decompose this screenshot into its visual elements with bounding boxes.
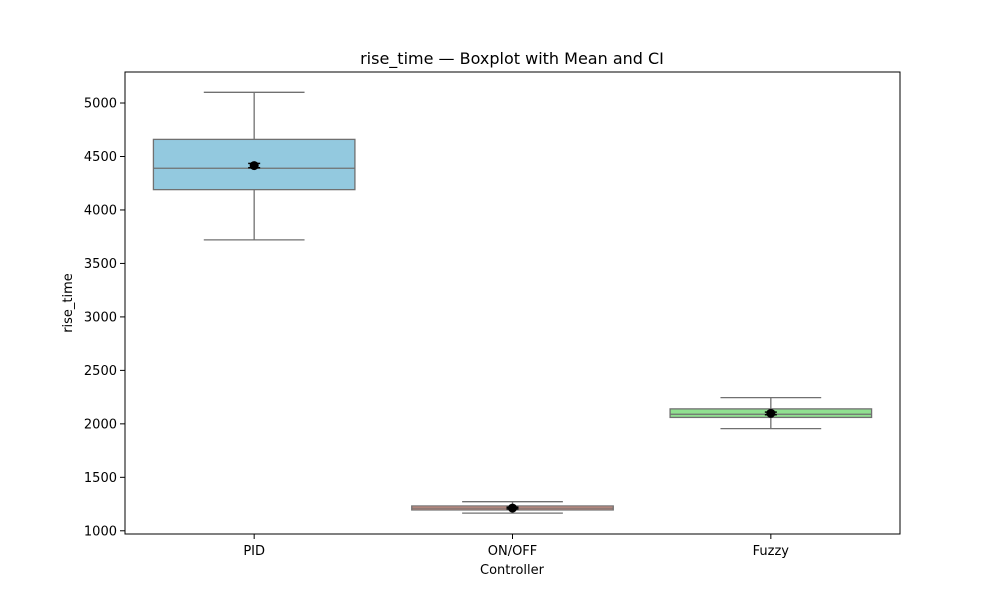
box-pid	[152, 91, 356, 241]
y-axis-label: rise_time	[61, 273, 76, 333]
boxes	[152, 91, 873, 514]
y-tick-label: 3000	[84, 310, 117, 325]
y-tick-label: 1000	[84, 524, 117, 539]
mean-marker	[508, 503, 517, 513]
x-tick-label: ON/OFF	[488, 544, 538, 559]
x-axis-label: Controller	[480, 563, 545, 578]
y-tick-label: 2500	[84, 364, 117, 379]
mean-marker	[249, 161, 259, 171]
y-tick-label: 3500	[84, 257, 117, 272]
x-tick-label: PID	[243, 544, 265, 559]
y-tick-label: 2000	[84, 417, 117, 432]
x-axis: PID ON/OFF Fuzzy	[243, 534, 789, 559]
y-tick-label: 1500	[84, 471, 117, 486]
box-fuzzy	[669, 396, 873, 430]
y-tick-label: 4500	[84, 150, 117, 165]
chart-title: rise_time — Boxplot with Mean and CI	[360, 49, 664, 69]
y-tick-label: 4000	[84, 203, 117, 218]
mean-marker	[766, 408, 776, 418]
x-tick-label: Fuzzy	[753, 544, 790, 559]
box-on-off	[411, 501, 614, 514]
y-axis: 1000 1500 2000 2500 3000 3500 4000 4500 5000	[84, 97, 125, 539]
y-tick-label: 5000	[84, 97, 117, 112]
